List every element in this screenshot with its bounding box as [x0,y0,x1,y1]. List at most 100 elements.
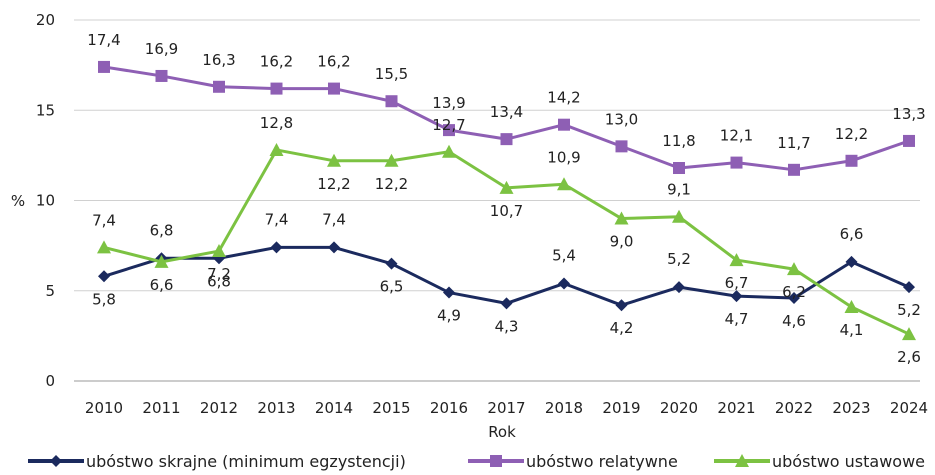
y-tick-label: 0 [45,372,55,390]
statutory-poverty-point [672,209,686,223]
extreme-poverty-point [845,255,858,268]
statutory-poverty-data-label: 12,2 [375,175,408,193]
relative-poverty-point [500,133,513,146]
relative-poverty-point [558,118,570,131]
statutory-poverty-data-label: 7,2 [207,265,231,283]
statutory-poverty-legend-label: ubóstwo ustawowe [772,452,925,471]
relative-poverty-point [155,69,168,82]
extreme-poverty-data-label: 5,4 [552,247,576,265]
extreme-poverty-point [673,281,685,294]
statutory-poverty-data-label: 7,4 [92,211,116,229]
extreme-poverty-point [615,299,628,312]
statutory-poverty-data-label: 9,0 [610,233,634,251]
extreme-poverty-point [788,291,800,304]
statutory-poverty-point [154,254,169,268]
relative-poverty-data-label: 16,9 [145,40,178,58]
extreme-poverty-point [213,252,225,265]
extreme-poverty-data-label: 4,2 [610,319,634,337]
series-layer [97,60,916,341]
x-tick-label: 2023 [832,399,870,417]
statutory-poverty-point [212,244,226,258]
relative-poverty-data-label: 13,0 [605,110,638,128]
statutory-poverty-data-label: 6,7 [725,274,749,292]
legend: ubóstwo skrajne (minimum egzystencji) ubó… [28,452,925,471]
x-tick-label: 2022 [775,399,813,417]
relative-poverty-data-label: 12,1 [720,127,753,145]
extreme-poverty-point [328,241,340,254]
extreme-poverty-data-label: 5,2 [897,301,921,319]
x-tick-label: 2021 [717,399,755,417]
statutory-poverty-point [844,299,859,313]
statutory-poverty-point [729,253,744,267]
extreme-poverty-data-label: 4,6 [782,312,806,330]
statutory-poverty-point [442,144,456,158]
statutory-poverty-point [327,153,341,167]
extreme-poverty-point [730,290,743,303]
statutory-poverty-data-label: 10,7 [490,202,523,220]
relative-poverty-point [213,80,225,93]
axis-layer: % Rok 0 5 10 15 20 2010 2011 2012 2013 2014 2015 20… [11,11,928,441]
relative-poverty-point [443,124,455,137]
extreme-poverty-data-label: 7,4 [322,210,346,228]
x-tick-label: 2011 [142,399,180,417]
extreme-poverty-point [443,286,455,299]
x-tick-label: 2020 [660,399,698,417]
statutory-poverty-data-label: 2,6 [897,348,921,366]
extreme-poverty-point [385,257,398,270]
x-tick-label: 2017 [487,399,525,417]
relative-poverty-point [385,95,398,108]
extreme-poverty-data-label: 5,2 [667,250,691,268]
relative-poverty-point [903,134,915,147]
statutory-poverty-legend-marker [735,454,749,467]
statutory-poverty-data-label: 12,2 [317,175,350,193]
x-tick-label: 2019 [602,399,640,417]
x-tick-label: 2012 [200,399,238,417]
statutory-poverty-point [269,142,284,156]
data-label-layer: 5,8 6,8 6,8 7,4 7,4 6,5 4,9 4,3 5,4 4,2 5,2 4,7 4,6 6… [87,31,925,366]
relative-poverty-data-label: 16,3 [202,51,235,69]
extreme-poverty-data-label: 6,8 [150,221,174,239]
extreme-poverty-point [558,277,570,290]
relative-poverty-data-label: 17,4 [87,31,120,49]
relative-poverty-point [730,156,743,169]
extreme-poverty-data-label: 6,5 [380,278,404,296]
relative-poverty-data-label: 15,5 [375,65,408,83]
y-axis-title: % [11,192,25,210]
relative-poverty-legend-marker [490,455,502,467]
relative-poverty-point [845,154,858,167]
relative-poverty-data-label: 11,8 [662,132,695,150]
x-tick-label: 2015 [372,399,410,417]
extreme-poverty-data-label: 6,6 [840,225,864,243]
statutory-poverty-data-label: 9,1 [667,181,691,199]
grid-layer [74,19,920,382]
extreme-poverty-legend-marker [50,455,62,467]
y-tick-label: 10 [36,192,55,210]
extreme-poverty-data-label: 4,7 [725,310,749,328]
relative-poverty-legend-label: ubóstwo relatywne [526,452,678,471]
relative-poverty-point [98,60,110,73]
relative-poverty-data-label: 13,9 [432,94,465,112]
relative-poverty-point [270,82,283,95]
y-tick-label: 5 [45,282,55,300]
relative-poverty-data-label: 16,2 [260,53,293,71]
statutory-poverty-data-label: 4,1 [840,321,864,339]
relative-poverty-point [615,140,628,153]
relative-poverty-data-label: 13,4 [490,103,523,121]
statutory-poverty-point [384,153,399,167]
x-tick-label: 2013 [257,399,295,417]
statutory-poverty-data-label: 6,2 [782,283,806,301]
relative-poverty-point [328,82,340,95]
x-tick-label: 2010 [85,399,123,417]
extreme-poverty-point [903,281,915,294]
relative-poverty-data-label: 11,7 [777,134,810,152]
extreme-poverty-data-label: 7,4 [265,210,289,228]
relative-poverty-data-label: 16,2 [317,53,350,71]
relative-poverty-point [673,162,685,175]
x-tick-label: 2024 [890,399,928,417]
extreme-poverty-point [500,297,513,310]
extreme-poverty-legend-label: ubóstwo skrajne (minimum egzystencji) [86,452,406,471]
statutory-poverty-data-label: 10,9 [547,148,580,166]
y-tick-label: 20 [36,11,55,29]
statutory-poverty-data-label: 12,8 [260,114,293,132]
x-axis-title: Rok [488,423,516,441]
